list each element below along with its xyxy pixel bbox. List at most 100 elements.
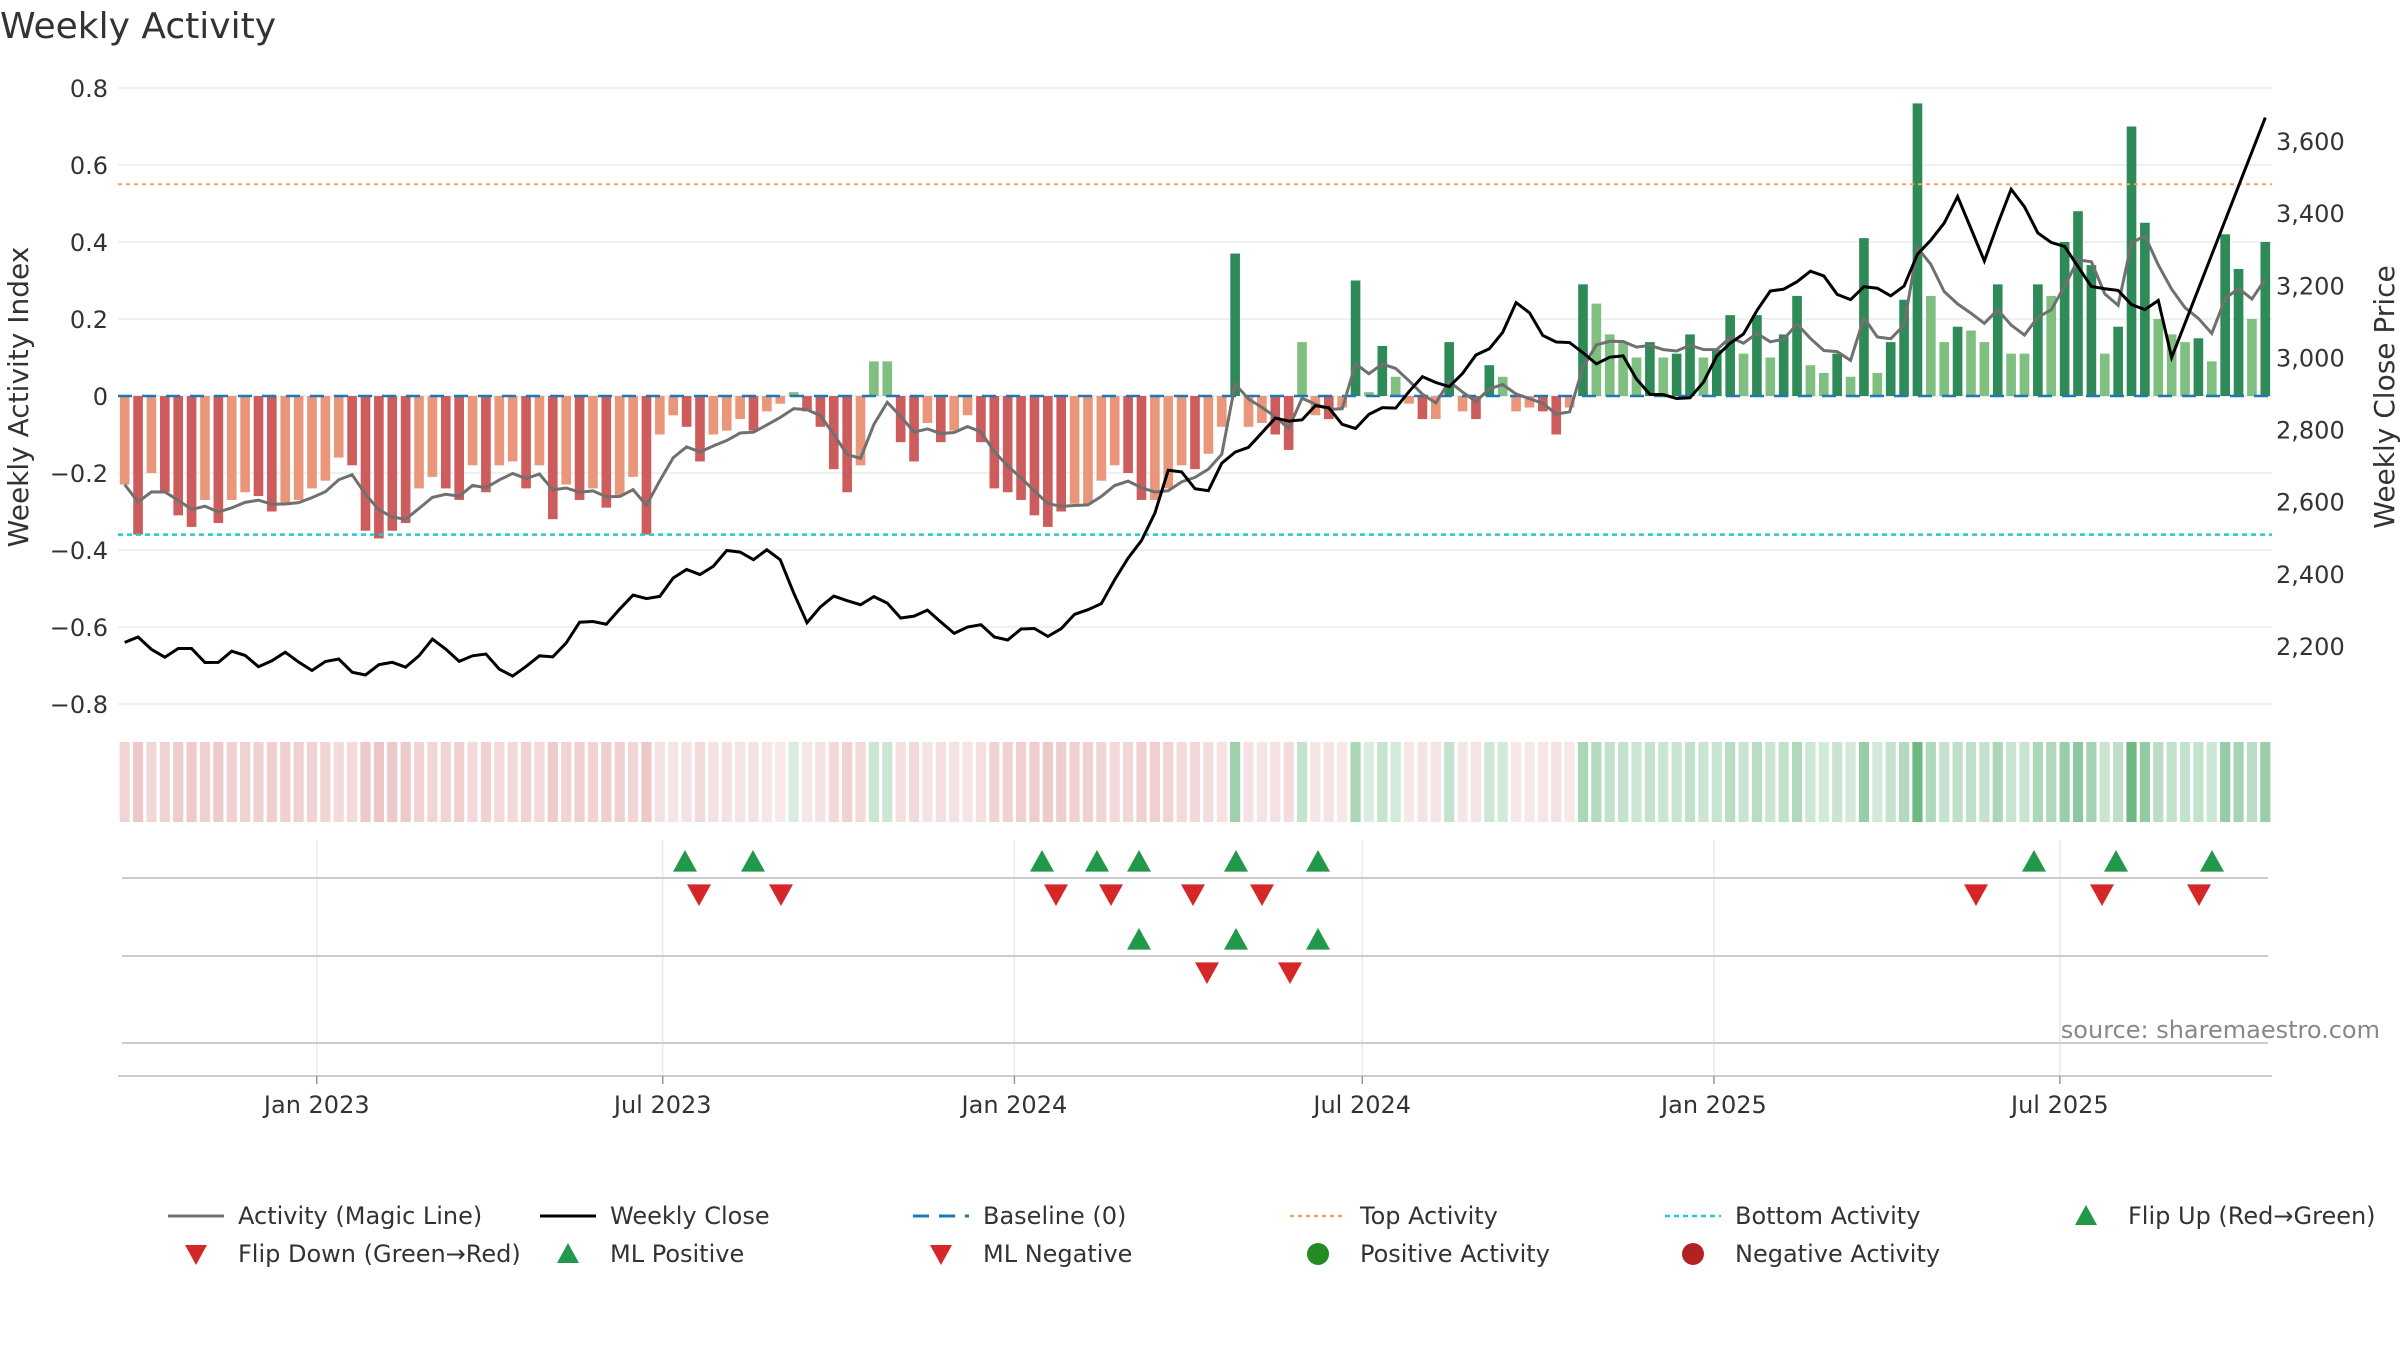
heat-cell: [413, 742, 425, 822]
legend-label: Bottom Activity: [1735, 1202, 1920, 1230]
heat-cell: [775, 742, 786, 822]
activity-bar: [2260, 242, 2271, 396]
heat-cell: [1818, 742, 1829, 822]
heat-cell: [333, 742, 344, 822]
heat-cell: [213, 742, 224, 822]
activity-bar: [1792, 295, 1802, 396]
heat-cell: [1283, 742, 1294, 822]
activity-bar: [668, 396, 679, 416]
activity-bar: [1979, 342, 1990, 396]
flip-up-marker: [1030, 850, 1054, 872]
activity-bar: [1926, 295, 1936, 396]
activity-bar: [922, 396, 933, 423]
heat-cell: [119, 742, 130, 822]
heat-cell: [1604, 742, 1615, 822]
heat-cell: [494, 742, 505, 822]
activity-bar: [2220, 234, 2230, 396]
heat-cell: [842, 742, 853, 822]
heat-cell: [2166, 742, 2177, 822]
heat-cell: [1109, 742, 1120, 822]
heat-cell: [1270, 742, 1281, 822]
activity-bar: [989, 396, 1000, 489]
heat-cell: [1243, 742, 1254, 822]
heat-cell: [2099, 742, 2110, 822]
flip-down-marker: [1964, 884, 1988, 906]
legend-swatch: [930, 1245, 952, 1265]
heat-cell: [1363, 742, 1375, 822]
heat-cell: [1230, 742, 1241, 822]
heat-cell: [1711, 742, 1722, 822]
heat-cell: [895, 742, 906, 822]
heat-cell: [2153, 742, 2164, 822]
activity-bar: [1163, 396, 1174, 489]
activity-bar: [574, 396, 585, 500]
heat-cell: [989, 742, 1000, 822]
heat-cell: [962, 742, 973, 822]
activity-bar: [440, 396, 451, 489]
legend-item: ML Positive: [557, 1240, 744, 1268]
legend-swatch: [2075, 1205, 2097, 1225]
activity-bar: [681, 396, 692, 427]
legend-label: Top Activity: [1359, 1202, 1498, 1230]
legend-item: Bottom Activity: [1665, 1202, 1920, 1230]
heat-cell: [1256, 742, 1267, 822]
heat-cell: [748, 742, 759, 822]
activity-bar: [133, 396, 143, 535]
activity-bar: [2153, 319, 2164, 396]
right-tick-label: 3,600: [2276, 128, 2345, 156]
activity-bar: [1685, 334, 1695, 396]
activity-bar: [882, 361, 893, 396]
heat-cell: [1845, 742, 1856, 822]
heat-cell: [1323, 742, 1334, 822]
heat-cell: [1979, 742, 1990, 822]
legend: Activity (Magic Line) Weekly Close Baselin…: [168, 1202, 2376, 1268]
activity-bar: [2247, 319, 2257, 396]
heat-cell: [347, 742, 358, 822]
x-axis: Jan 2023 Jul 2023 Jan 2024 Jul 2024 Jan 2025…: [262, 1076, 2109, 1119]
flip-up-marker: [2104, 850, 2128, 872]
heat-cell: [1377, 742, 1388, 822]
right-axis: 3,600 3,400 3,200 3,000 2,800 2,600 2,400 2,200: [2276, 128, 2345, 661]
heat-cell: [1136, 742, 1147, 822]
heat-cell: [240, 742, 251, 822]
heat-cell: [320, 742, 331, 822]
heat-cell: [1791, 742, 1803, 822]
heat-cell: [467, 742, 478, 822]
activity-bar: [1043, 396, 1053, 527]
activity-bar: [1457, 396, 1468, 412]
ml-negative-marker: [1195, 962, 1219, 984]
heat-cell: [1738, 742, 1749, 822]
ml-positive-marker: [1306, 928, 1330, 950]
activity-bar: [2006, 353, 2016, 396]
activity-bar: [775, 396, 786, 404]
activity-bar: [1190, 396, 1200, 470]
activity-bar: [1150, 396, 1160, 500]
heat-cell: [721, 742, 732, 822]
heat-cell: [1577, 742, 1589, 822]
left-tick-label: −0.2: [50, 460, 108, 488]
activity-bar: [976, 396, 986, 443]
activity-bar: [869, 361, 879, 396]
heat-cell: [1992, 742, 2003, 822]
legend-swatch: [1307, 1243, 1329, 1265]
activity-bar: [1671, 353, 1682, 396]
heat-cell: [1444, 742, 1455, 822]
right-axis-label: Weekly Close Price: [2368, 265, 2400, 528]
activity-bar: [2033, 284, 2043, 396]
activity-bar: [1203, 396, 1214, 454]
activity-bar: [1002, 396, 1013, 493]
heat-cell: [1885, 742, 1896, 822]
activity-bar: [1711, 349, 1722, 396]
heat-cell: [681, 742, 692, 822]
heat-cell: [1698, 742, 1709, 822]
legend-label: ML Positive: [610, 1240, 744, 1268]
heat-cell: [440, 742, 451, 822]
activity-bar: [454, 396, 464, 500]
activity-bar: [1350, 280, 1361, 396]
activity-bar: [802, 396, 812, 412]
activity-bar: [1083, 396, 1093, 504]
heat-cell: [1497, 742, 1508, 822]
activity-bar: [1123, 396, 1133, 473]
legend-item: Negative Activity: [1682, 1240, 1940, 1268]
heat-cell: [574, 742, 585, 822]
